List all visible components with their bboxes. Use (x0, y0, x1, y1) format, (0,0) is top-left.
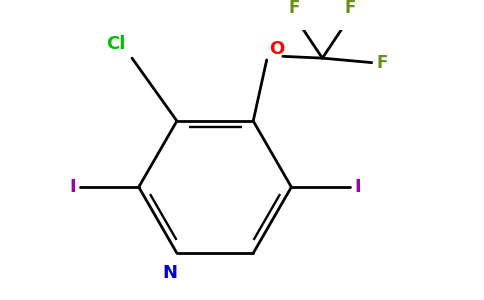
Text: N: N (162, 264, 177, 282)
Text: I: I (69, 178, 76, 196)
Text: O: O (270, 40, 285, 58)
Text: Cl: Cl (106, 35, 126, 53)
Text: F: F (345, 0, 356, 17)
Text: I: I (354, 178, 361, 196)
Text: F: F (289, 0, 300, 17)
Text: F: F (376, 54, 388, 72)
